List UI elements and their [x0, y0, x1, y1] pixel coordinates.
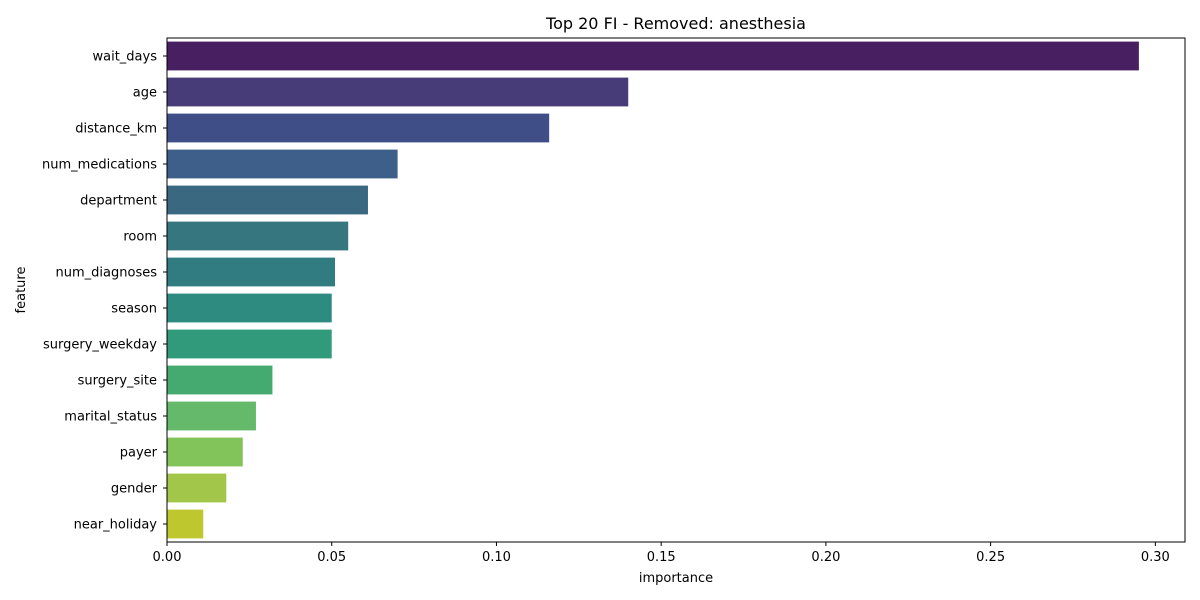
y-tick-label: surgery_site [78, 374, 157, 389]
bar-room [167, 221, 349, 251]
bar-age [167, 77, 629, 107]
y-tick-label: num_medications [42, 158, 157, 173]
y-tick-label: marital_status [64, 410, 157, 425]
bar-num-medications [167, 149, 398, 179]
bar-season [167, 293, 332, 323]
bar-surgery-weekday [167, 329, 332, 359]
bar-num-diagnoses [167, 257, 336, 287]
bar-surgery-site [167, 365, 273, 395]
y-tick-label: surgery_weekday [43, 338, 157, 353]
y-tick-label: payer [120, 446, 158, 461]
plot-frame [166, 37, 1186, 543]
x-tick-label: 0.10 [482, 550, 511, 565]
chart-title: Top 20 FI - Removed: anesthesia [545, 14, 806, 33]
y-tick-label: distance_km [75, 122, 157, 137]
y-tick-label: age [133, 86, 157, 101]
bar-department [167, 185, 368, 215]
bar-wait-days [167, 41, 1139, 71]
y-tick-label: gender [111, 482, 158, 497]
x-tick-label: 0.00 [153, 550, 182, 565]
x-tick-label: 0.05 [317, 550, 346, 565]
y-tick-label: season [111, 302, 157, 317]
y-tick-label: num_diagnoses [56, 266, 158, 281]
x-axis-label: importance [639, 571, 713, 586]
y-tick-label: department [80, 194, 157, 209]
x-ticks-group: 0.00 0.05 0.10 0.15 0.20 0.25 0.30 [153, 542, 1170, 565]
y-tick-label: room [123, 230, 157, 245]
x-tick-label: 0.30 [1141, 550, 1170, 565]
y-axis-label: feature [14, 267, 29, 314]
x-tick-label: 0.25 [976, 550, 1005, 565]
x-tick-label: 0.15 [647, 550, 676, 565]
bar-distance-km [167, 113, 550, 143]
y-tick-label: near_holiday [74, 518, 158, 533]
bar-payer [167, 437, 243, 467]
bar-near-holiday [167, 509, 204, 539]
bar-marital-status [167, 401, 256, 431]
y-tick-label: wait_days [93, 50, 158, 65]
x-tick-label: 0.20 [811, 550, 840, 565]
bars-group [167, 41, 1139, 539]
bar-gender [167, 473, 227, 503]
